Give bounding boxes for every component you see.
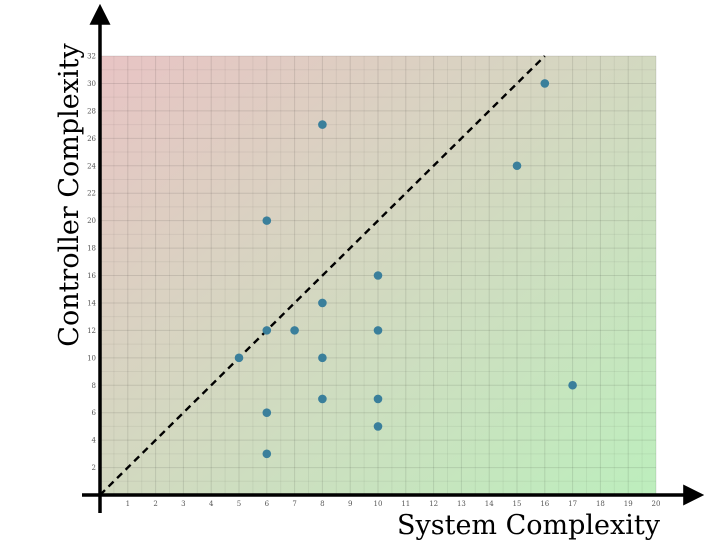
- x-tick-label: 12: [429, 500, 438, 508]
- data-points: [234, 79, 577, 459]
- x-tick-label: 11: [401, 500, 410, 508]
- x-tick-label: 18: [596, 500, 605, 508]
- data-point: [373, 422, 383, 431]
- data-point: [373, 394, 383, 404]
- x-tick-label: 8: [320, 500, 324, 508]
- y-tick-label: 2: [92, 464, 96, 472]
- data-point: [262, 408, 272, 417]
- y-tick-label: 16: [87, 272, 96, 280]
- y-tick-label: 14: [87, 299, 96, 307]
- x-tick-label: 7: [292, 500, 296, 508]
- y-tick-label: 24: [87, 162, 96, 170]
- x-tick-label: 4: [209, 500, 214, 508]
- y-axis-title: Controller Complexity: [54, 43, 85, 347]
- y-tick-label: 18: [87, 245, 96, 253]
- y-tick-label: 12: [87, 327, 96, 335]
- data-point: [234, 353, 244, 363]
- reference-diagonal-line: [99, 55, 546, 496]
- x-tick-label: 10: [374, 500, 383, 508]
- data-point: [540, 79, 550, 88]
- data-point: [318, 353, 327, 363]
- data-point: [373, 326, 383, 335]
- data-point: [262, 216, 272, 225]
- y-tick-label: 4: [92, 437, 97, 445]
- x-axis-title: System Complexity: [397, 510, 661, 541]
- y-tick-label: 30: [87, 80, 96, 88]
- data-point: [318, 298, 327, 308]
- y-tick-label: 32: [87, 53, 96, 61]
- x-tick-label: 9: [348, 500, 352, 508]
- x-tick-label: 6: [265, 500, 270, 508]
- x-tick-label: 13: [457, 500, 466, 508]
- x-tick-label: 14: [485, 500, 494, 508]
- x-tick-label: 3: [181, 500, 185, 508]
- data-point: [290, 326, 299, 335]
- y-tick-label: 6: [92, 409, 97, 417]
- data-point: [568, 380, 577, 390]
- data-point: [318, 120, 327, 129]
- x-tick-label: 16: [540, 500, 549, 508]
- grid: [100, 55, 657, 495]
- data-point: [512, 161, 522, 171]
- data-point: [318, 394, 327, 404]
- x-tick-label: 15: [513, 500, 522, 508]
- x-tick-label: 2: [153, 500, 157, 508]
- data-point: [262, 326, 272, 335]
- y-tick-label: 28: [87, 107, 96, 115]
- x-tick-label: 20: [652, 500, 661, 508]
- y-tick-label: 20: [87, 217, 96, 225]
- y-tick-label: 22: [87, 190, 96, 198]
- data-point: [262, 449, 272, 459]
- tick-labels: 1 2 3 4 5 6 7 8 9 10 11 12 13 14 15 16 17 18 19 20246810121…: [87, 53, 660, 509]
- x-tick-label: 1: [126, 500, 130, 508]
- x-tick-label: 17: [568, 500, 577, 508]
- x-tick-label: 19: [624, 500, 633, 508]
- data-point: [373, 271, 383, 280]
- y-tick-label: 8: [92, 382, 96, 390]
- y-tick-label: 10: [87, 354, 96, 362]
- y-tick-label: 26: [87, 135, 96, 143]
- x-tick-label: 5: [237, 500, 241, 508]
